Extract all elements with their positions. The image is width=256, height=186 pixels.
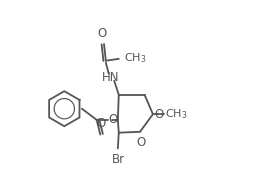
Text: CH$_3$: CH$_3$ [165, 107, 188, 121]
Text: O: O [136, 136, 146, 149]
Text: O: O [97, 118, 106, 130]
Text: HN: HN [102, 71, 119, 84]
Text: O: O [108, 113, 118, 126]
Text: CH$_3$: CH$_3$ [124, 51, 146, 65]
Text: Br: Br [112, 153, 125, 166]
Text: O: O [154, 108, 164, 121]
Text: O: O [98, 27, 107, 40]
